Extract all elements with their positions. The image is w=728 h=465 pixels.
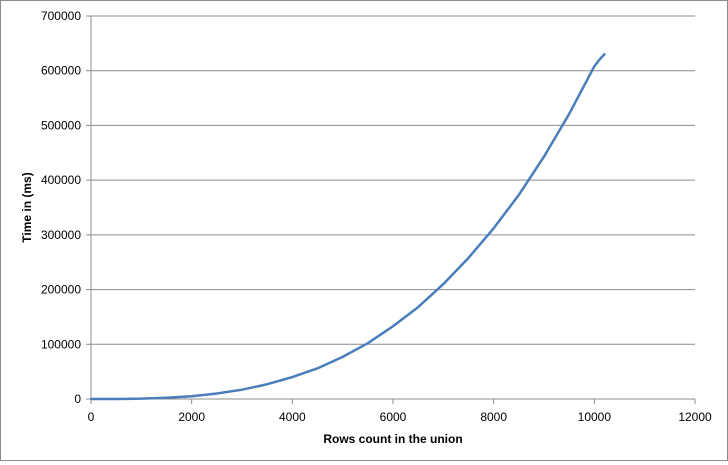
axes: [86, 15, 696, 404]
y-tick-label-3: 300000: [41, 228, 81, 242]
y-tick-label-1: 100000: [41, 337, 81, 351]
x-tick-label-1: 2000: [178, 410, 205, 424]
x-tick-label-3: 6000: [380, 410, 407, 424]
x-axis-title: Rows count in the union: [323, 432, 462, 446]
y-axis-title: Time in (ms): [20, 172, 34, 242]
tick-labels: 0100000200000300000400000500000600000700…: [41, 9, 712, 424]
series-line-0: [89, 53, 606, 401]
y-tick-label-5: 500000: [41, 118, 81, 132]
x-tick-label-2: 4000: [279, 410, 306, 424]
x-tick-label-0: 0: [88, 410, 95, 424]
y-tick-label-0: 0: [74, 392, 81, 406]
series-layer: [89, 53, 606, 401]
y-tick-label-2: 200000: [41, 283, 81, 297]
x-tick-label-5: 10000: [578, 410, 612, 424]
gridlines: [91, 15, 695, 345]
y-tick-label-7: 700000: [41, 9, 81, 23]
y-tick-label-4: 400000: [41, 173, 81, 187]
x-tick-label-6: 12000: [678, 410, 712, 424]
y-tick-label-6: 600000: [41, 64, 81, 78]
x-tick-label-4: 8000: [480, 410, 507, 424]
